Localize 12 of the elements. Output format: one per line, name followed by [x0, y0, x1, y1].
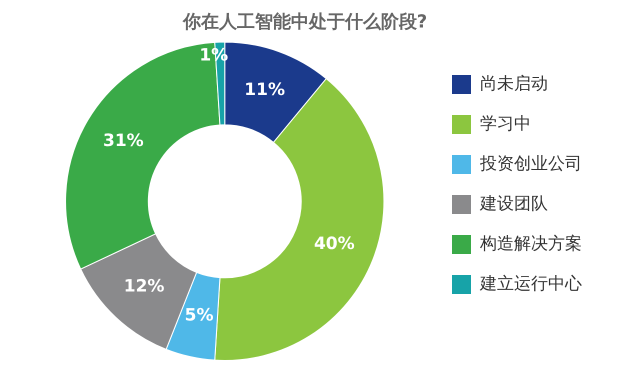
- legend-label: 投资创业公司: [479, 154, 582, 174]
- data-label: 11%: [244, 80, 286, 100]
- data-label: 31%: [102, 130, 144, 151]
- chart-title: 你在人工智能中处于什么阶段?: [182, 11, 428, 32]
- legend-label: 构造解决方案: [479, 234, 582, 254]
- legend-label: 学习中: [480, 114, 531, 134]
- legend-label: 建立运行中心: [479, 274, 582, 294]
- data-label: 40%: [314, 234, 355, 254]
- data-label: 12%: [124, 276, 164, 297]
- legend-label: 尚未启动: [480, 74, 548, 94]
- legend-label: 建设团队: [479, 194, 548, 214]
- data-label: 5%: [184, 306, 214, 326]
